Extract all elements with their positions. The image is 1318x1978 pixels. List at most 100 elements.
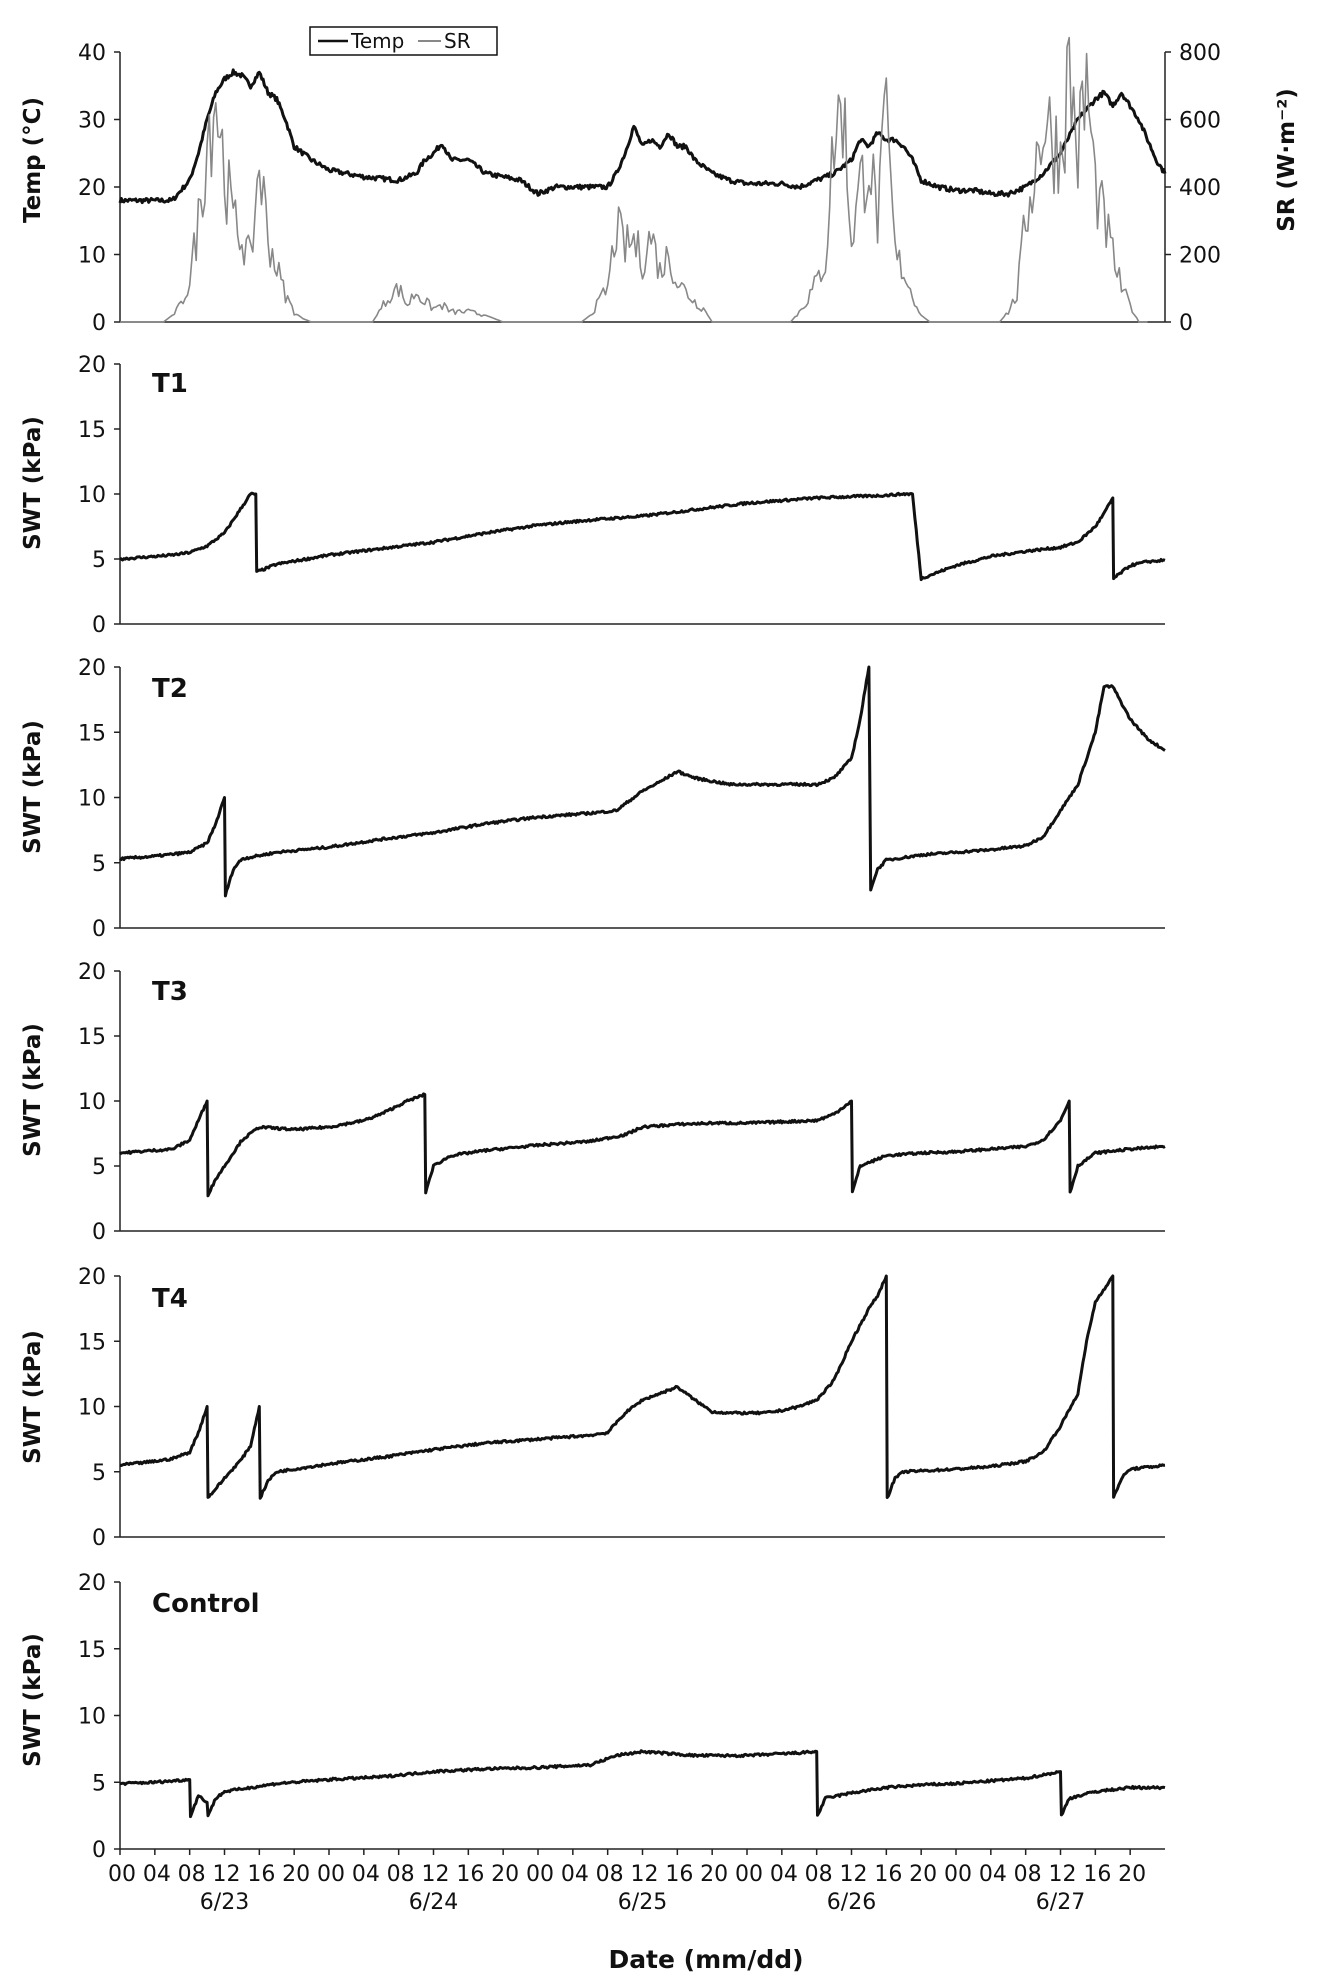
t2-ytick-label: 20 — [78, 656, 106, 681]
weather-y2tick-label: 0 — [1179, 311, 1193, 336]
control-series-line — [119, 1749, 1166, 1819]
legend-sr-label: SR — [444, 29, 471, 53]
xtick-label: 00 — [317, 1862, 345, 1887]
xtick-label: 12 — [840, 1862, 868, 1887]
xtick-label: 16 — [456, 1862, 484, 1887]
t1-ytick-label: 0 — [92, 613, 106, 638]
t1-ylabel: SWT (kPa) — [20, 416, 46, 550]
t2-panel-label: T2 — [152, 674, 188, 704]
t2-ytick-label: 10 — [78, 787, 106, 812]
t4-ytick-label: 15 — [78, 1330, 106, 1355]
xtick-label: 08 — [805, 1862, 833, 1887]
xtick-label: 00 — [735, 1862, 763, 1887]
xtick-label: 08 — [596, 1862, 624, 1887]
control-ytick-label: 10 — [78, 1705, 106, 1730]
t4-ytick-label: 20 — [78, 1265, 106, 1290]
t1-series-line — [118, 491, 1166, 582]
control-panel: 0 5 10 15 20 SWT (kPa) Control — [20, 1571, 1166, 1863]
xtick-label: 04 — [561, 1862, 589, 1887]
xtick-label: 00 — [108, 1862, 136, 1887]
t2-series-line — [119, 665, 1166, 898]
t1-panel-label: T1 — [152, 369, 188, 399]
t3-ytick-label: 5 — [92, 1155, 106, 1180]
t2-ytick-label: 5 — [92, 852, 106, 877]
xtick-label: 04 — [352, 1862, 380, 1887]
t4-ytick-label: 5 — [92, 1461, 106, 1486]
t2-ytick-label: 15 — [78, 721, 106, 746]
t4-ytick-label: 0 — [92, 1526, 106, 1551]
t3-ytick-label: 0 — [92, 1220, 106, 1245]
xtick-label: 16 — [247, 1862, 275, 1887]
xtick-label: 16 — [874, 1862, 902, 1887]
date-label: 6/27 — [1036, 1890, 1085, 1915]
xtick-label: 12 — [631, 1862, 659, 1887]
t1-ytick-label: 10 — [78, 483, 106, 508]
t1-axes: 0 5 10 15 20 — [78, 353, 1166, 638]
t4-ylabel: SWT (kPa) — [20, 1330, 46, 1464]
weather-y2label: SR (W·m⁻²) — [1274, 88, 1300, 232]
control-ylabel: SWT (kPa) — [20, 1633, 46, 1767]
t1-ytick-label: 5 — [92, 548, 106, 573]
t3-ylabel: SWT (kPa) — [20, 1023, 46, 1157]
t2-axes: 0 5 10 15 20 — [78, 656, 1166, 942]
weather-y2tick-label: 600 — [1179, 109, 1221, 134]
weather-ytick-label: 40 — [78, 41, 106, 66]
control-panel-label: Control — [152, 1589, 259, 1619]
t2-panel: 0 5 10 15 20 SWT (kPa) T2 — [20, 656, 1166, 942]
t3-panel: 0 5 10 15 20 SWT (kPa) T3 — [20, 960, 1166, 1245]
control-ytick-label: 20 — [78, 1571, 106, 1596]
xtick-label: 12 — [213, 1862, 241, 1887]
weather-y2tick-label: 400 — [1179, 176, 1221, 201]
x-axis-title: Date (mm/dd) — [608, 1945, 803, 1974]
t1-ytick-label: 15 — [78, 418, 106, 443]
xtick-label: 20 — [700, 1862, 728, 1887]
control-ytick-label: 15 — [78, 1638, 106, 1663]
t2-ytick-label: 0 — [92, 917, 106, 942]
xtick-label: 20 — [1118, 1862, 1146, 1887]
t1-ytick-label: 20 — [78, 353, 106, 378]
xtick-label: 08 — [387, 1862, 415, 1887]
legend-temp-label: Temp — [350, 29, 404, 53]
t4-ytick-label: 10 — [78, 1396, 106, 1421]
t3-panel-label: T3 — [152, 977, 188, 1007]
weather-ytick-label: 30 — [78, 109, 106, 134]
t2-ylabel: SWT (kPa) — [20, 720, 46, 854]
xtick-label: 08 — [178, 1862, 206, 1887]
temp-series-line — [118, 68, 1167, 205]
t4-panel-label: T4 — [152, 1284, 188, 1314]
weather-ylabel: Temp (°C) — [20, 97, 46, 223]
weather-y2tick-label: 200 — [1179, 244, 1221, 269]
weather-ytick-label: 10 — [78, 244, 106, 269]
xtick-label: 04 — [143, 1862, 171, 1887]
xtick-label: 12 — [1049, 1862, 1077, 1887]
xtick-label: 20 — [491, 1862, 519, 1887]
legend: Temp SR — [309, 26, 498, 56]
date-label: 6/24 — [409, 1890, 458, 1915]
date-label: 6/26 — [827, 1890, 876, 1915]
t3-ytick-label: 10 — [78, 1090, 106, 1115]
weather-ytick-label: 0 — [92, 311, 106, 336]
weather-ytick-label: 20 — [78, 176, 106, 201]
control-ytick-label: 5 — [92, 1771, 106, 1796]
t3-axes: 0 5 10 15 20 — [78, 960, 1166, 1245]
xtick-label: 00 — [944, 1862, 972, 1887]
weather-y2tick-label: 800 — [1179, 41, 1221, 66]
t4-series-line — [119, 1274, 1166, 1500]
t3-ytick-label: 15 — [78, 1025, 106, 1050]
xtick-label: 08 — [1014, 1862, 1042, 1887]
xtick-label: 00 — [526, 1862, 554, 1887]
date-label: 6/23 — [200, 1890, 249, 1915]
xtick-label: 12 — [422, 1862, 450, 1887]
xtick-label: 20 — [282, 1862, 310, 1887]
t4-panel: 0 5 10 15 20 SWT (kPa) T4 — [20, 1265, 1166, 1551]
xtick-label: 16 — [1083, 1862, 1111, 1887]
x-axis: 00 04 08 12 16 20 00 04 08 12 16 20 00 04 08 12 16 20 00 04… — [108, 1849, 1146, 1915]
control-ytick-label: 0 — [92, 1838, 106, 1863]
sr-series-line — [120, 36, 1148, 323]
xtick-label: 04 — [770, 1862, 798, 1887]
t3-ytick-label: 20 — [78, 960, 106, 985]
xtick-label: 04 — [979, 1862, 1007, 1887]
